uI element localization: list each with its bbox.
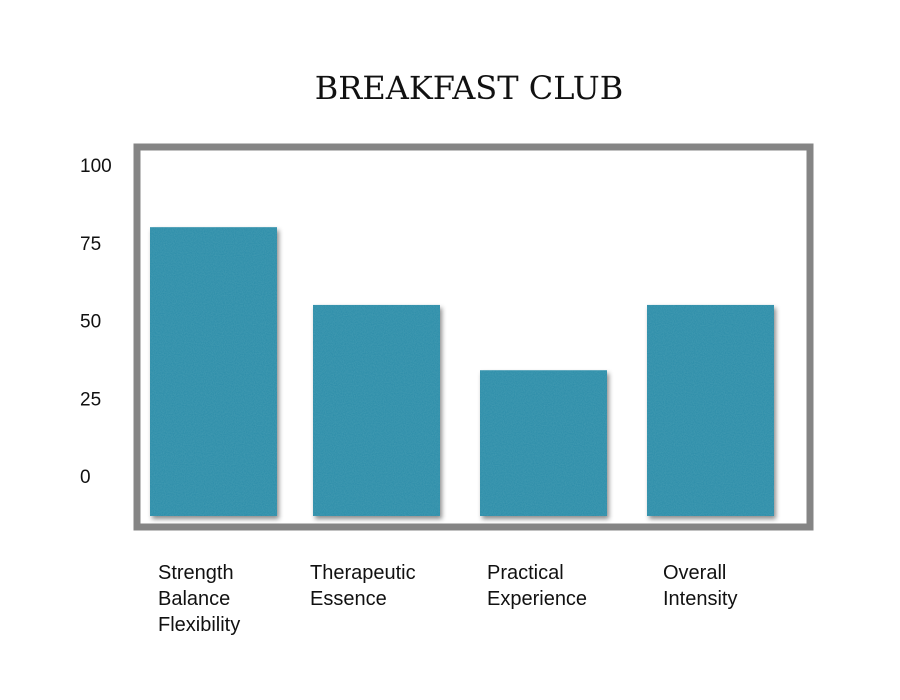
bar-texture — [480, 370, 607, 516]
category-label-line: Experience — [487, 588, 587, 610]
category-label-line: Essence — [310, 588, 387, 610]
category-label: Therapeutic Essence — [310, 562, 416, 610]
category-label-line: Intensity — [663, 588, 737, 610]
category-label: Strength Balance Flexibility — [158, 562, 240, 636]
x-axis-labels: Strength Balance Flexibility Therapeutic Ess… — [158, 562, 737, 636]
category-label: Practical Experience — [487, 562, 587, 610]
category-label-line: Flexibility — [158, 614, 240, 636]
category-label-line: Therapeutic — [310, 562, 416, 584]
category-label: Overall Intensity — [663, 562, 737, 610]
y-axis-ticks: 100 75 50 25 0 — [80, 156, 112, 488]
category-label-line: Overall — [663, 562, 726, 584]
y-tick-label: 25 — [80, 389, 101, 410]
category-label-line: Practical — [487, 562, 564, 584]
y-tick-label: 50 — [80, 312, 101, 333]
y-tick-label: 75 — [80, 234, 101, 255]
plot-frame — [133, 143, 814, 531]
category-label-line: Strength — [158, 562, 234, 584]
bar-texture — [313, 304, 440, 516]
y-tick-label: 100 — [80, 156, 112, 177]
bar-texture — [647, 304, 774, 516]
chart-title: BREAKFAST CLUB — [315, 69, 623, 107]
category-label-line: Balance — [158, 588, 230, 610]
y-tick-label: 0 — [80, 467, 91, 488]
bars-group — [150, 227, 774, 516]
bar-texture — [150, 227, 277, 516]
